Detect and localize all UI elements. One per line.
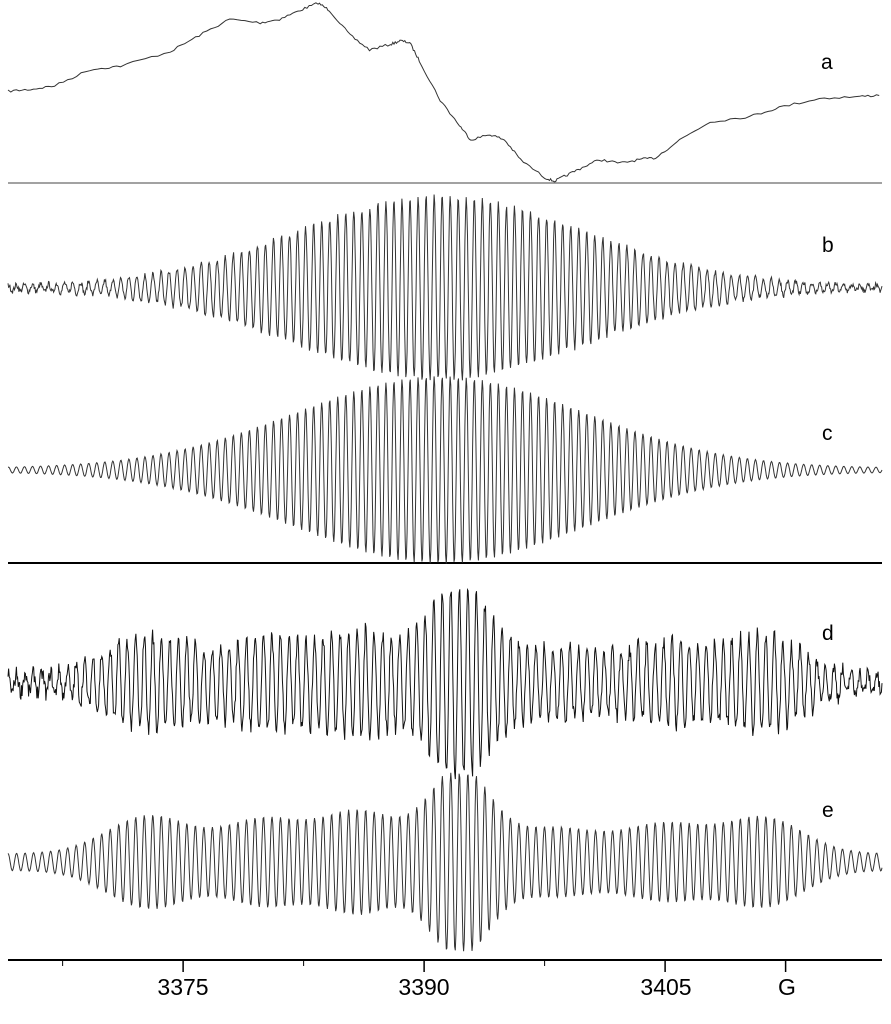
- x-tick-label-3390: 3390: [398, 974, 449, 1000]
- x-tick-label-3405: 3405: [640, 974, 691, 1000]
- panel-label-b: b: [822, 234, 834, 257]
- trace-a: [7, 2, 880, 183]
- trace-c: [7, 376, 883, 564]
- panel-label-e: e: [822, 799, 834, 822]
- x-unit-label: G: [778, 974, 796, 1000]
- panel-label-d: d: [822, 622, 834, 645]
- trace-d: [7, 587, 883, 780]
- trace-b: [7, 194, 883, 381]
- trace-e: [7, 772, 883, 952]
- x-tick-label-3375: 3375: [157, 974, 208, 1000]
- panel-label-a: a: [821, 51, 833, 74]
- panel-label-c: c: [822, 422, 833, 445]
